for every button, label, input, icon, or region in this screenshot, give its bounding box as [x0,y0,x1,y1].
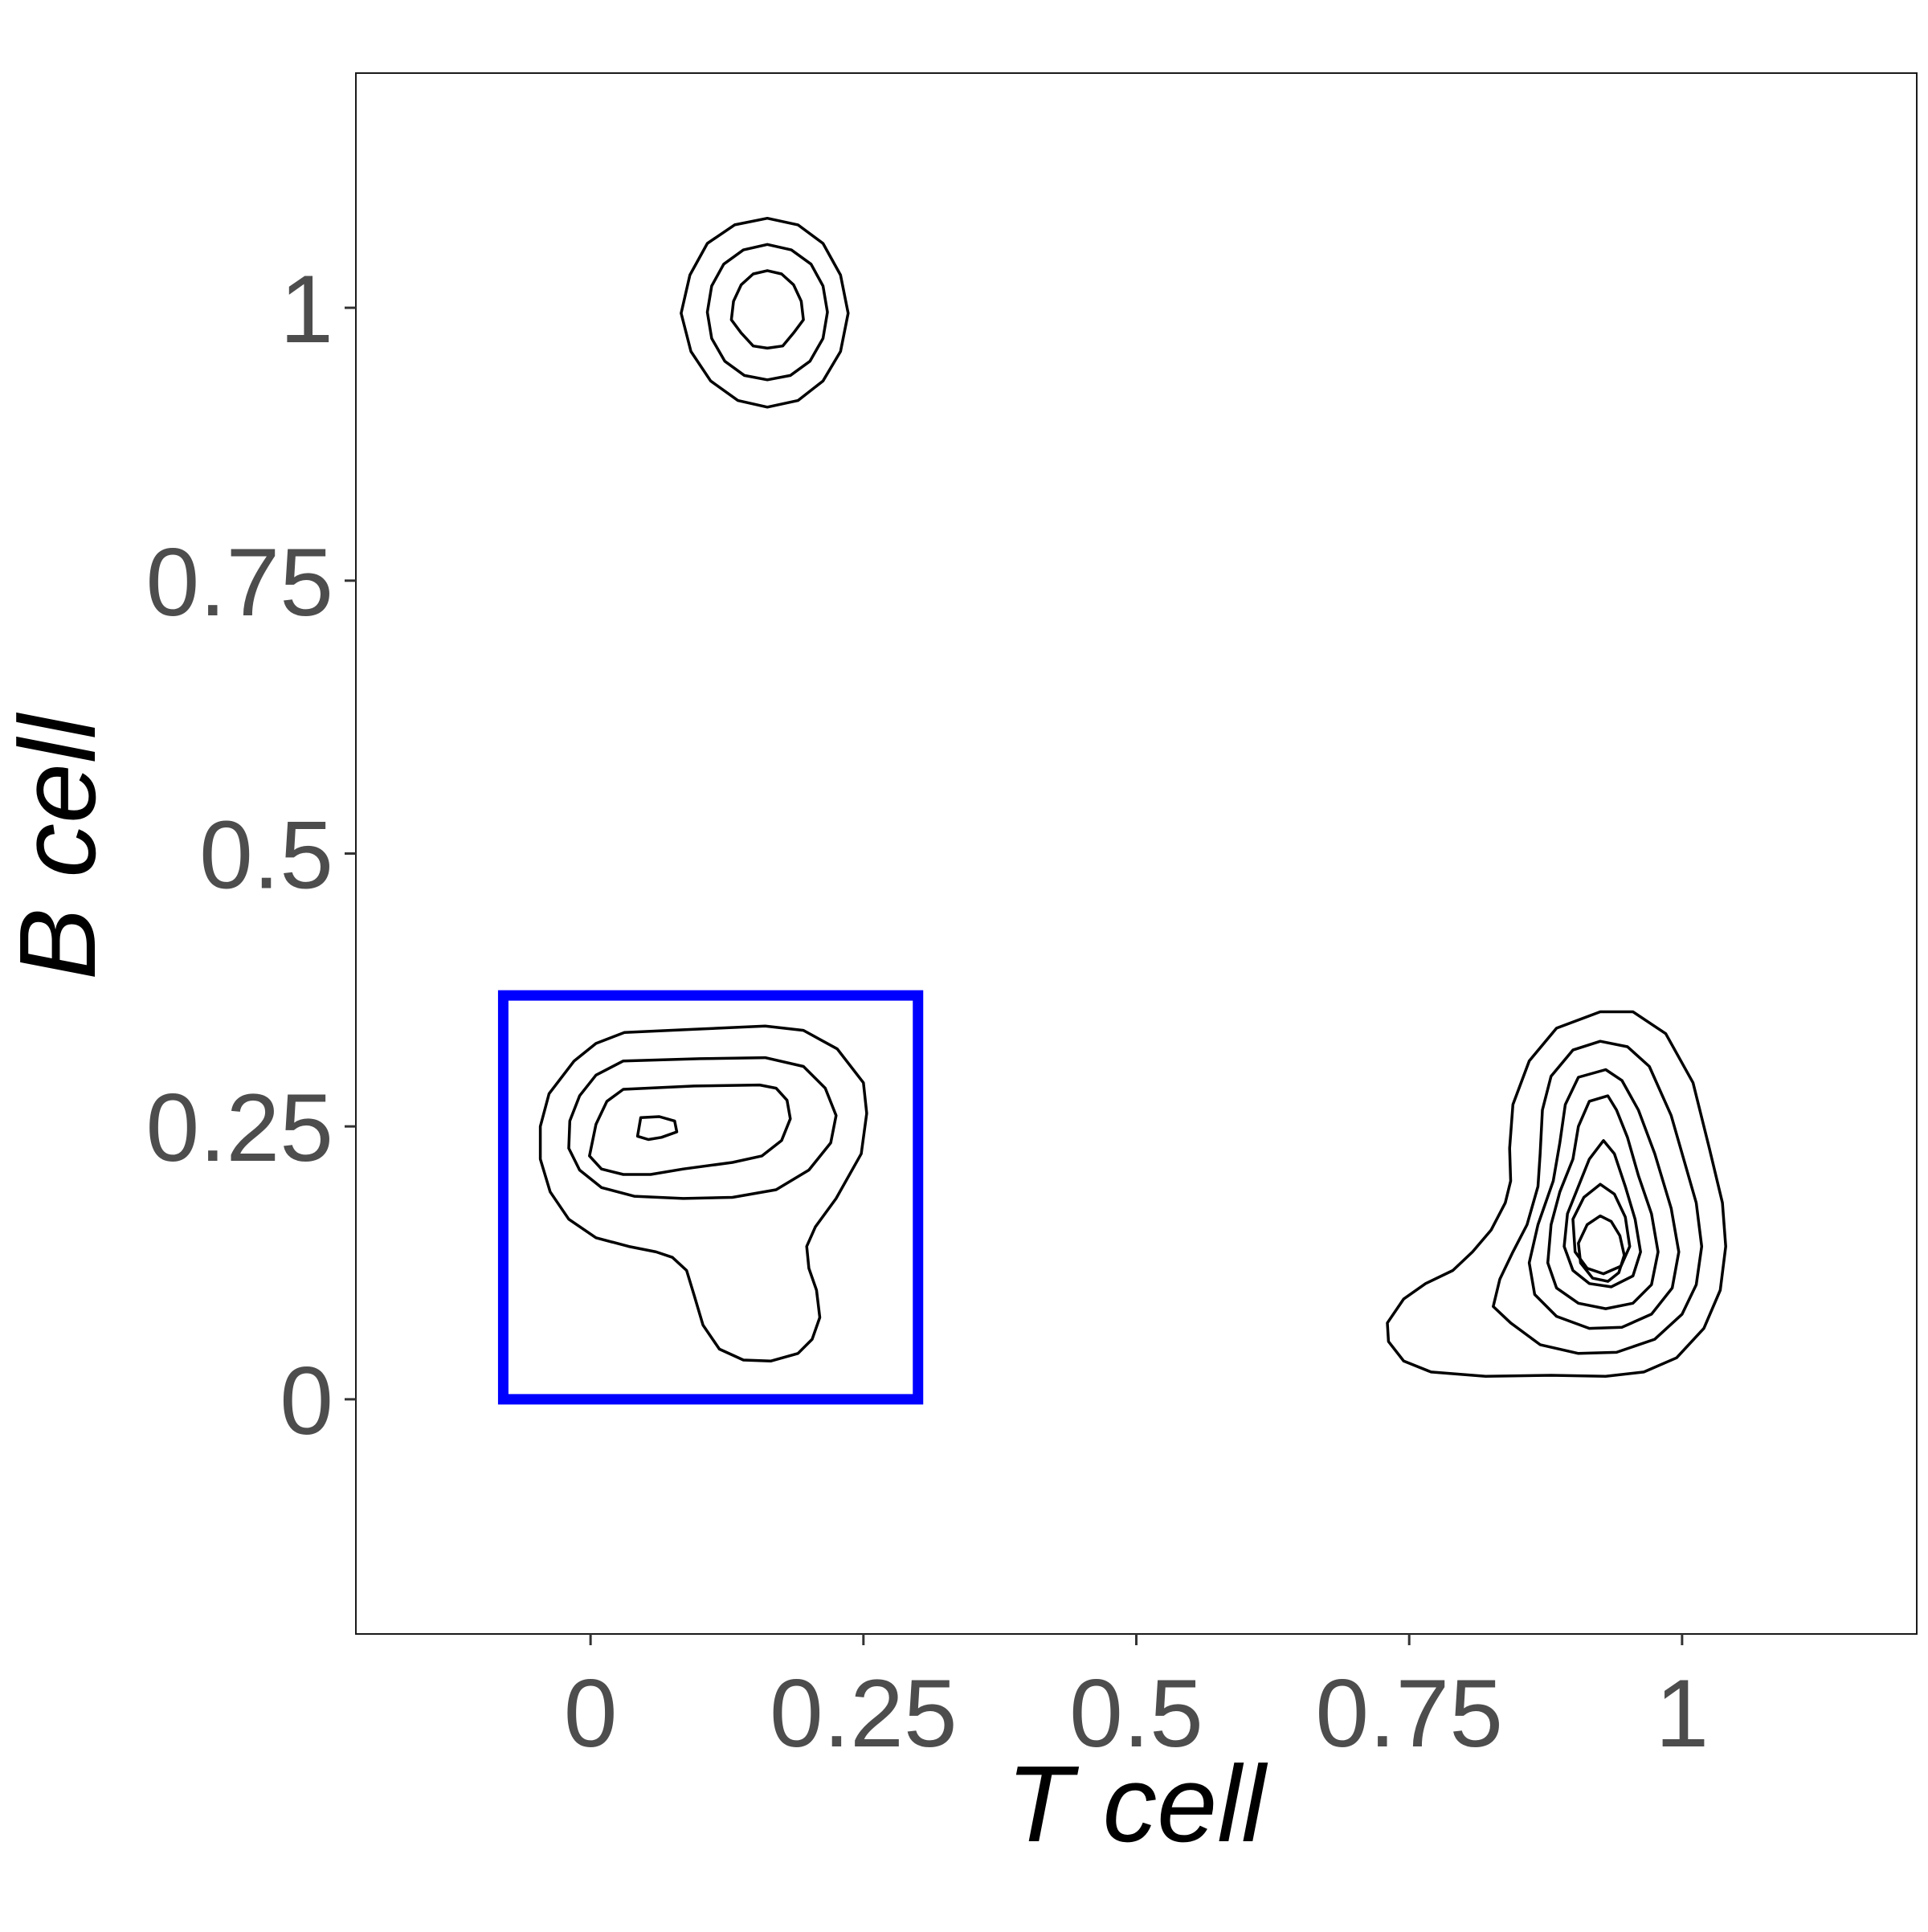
contour-gated-level-1 [538,1024,868,1363]
cluster-gated [538,1024,868,1363]
contour-right-level-7 [1577,1214,1626,1283]
x-tick-label: 0.25 [770,1660,958,1767]
contour-top-level-1 [680,216,850,409]
contour-gated-level-2 [567,1056,838,1200]
contour-top-level-3 [729,269,805,350]
gate-layer [497,990,924,1405]
y-axis-title: B cell [0,712,118,980]
contour-right-level-3 [1527,1068,1681,1330]
y-tick-label: 0 [280,1347,333,1455]
y-tick-label: 1 [280,255,333,363]
cluster-right [1386,1010,1727,1379]
y-axis: 0 0.25 0.5 0.75 1 [145,255,356,1455]
x-tick-label: 1 [1655,1660,1709,1767]
contour-gated-level-3 [588,1083,792,1176]
x-tick-label: 0.5 [1069,1660,1203,1767]
plot-panel [355,72,1918,1635]
y-tick-label: 0.5 [199,802,333,909]
cluster-top [680,216,850,409]
contour-right-level-5 [1562,1139,1642,1289]
y-tick-label: 0.25 [145,1074,333,1182]
x-axis-title: T cell [1007,1743,1269,1865]
x-tick-label: 0.75 [1315,1660,1503,1767]
contour-gated-level-4 [635,1115,679,1142]
contour-right-level-6 [1571,1182,1632,1276]
contour-right-level-1 [1386,1010,1727,1379]
contour-right-level-2 [1492,1040,1704,1355]
x-axis: 0 0.25 0.5 0.75 1 [564,1634,1709,1767]
y-tick-label: 0.75 [145,529,333,636]
contours-layer [538,216,1727,1379]
contour-right-level-4 [1546,1094,1660,1310]
contour-top-level-2 [705,243,829,382]
gate-rectangle[interactable] [497,990,924,1405]
x-tick-label: 0 [564,1660,618,1767]
